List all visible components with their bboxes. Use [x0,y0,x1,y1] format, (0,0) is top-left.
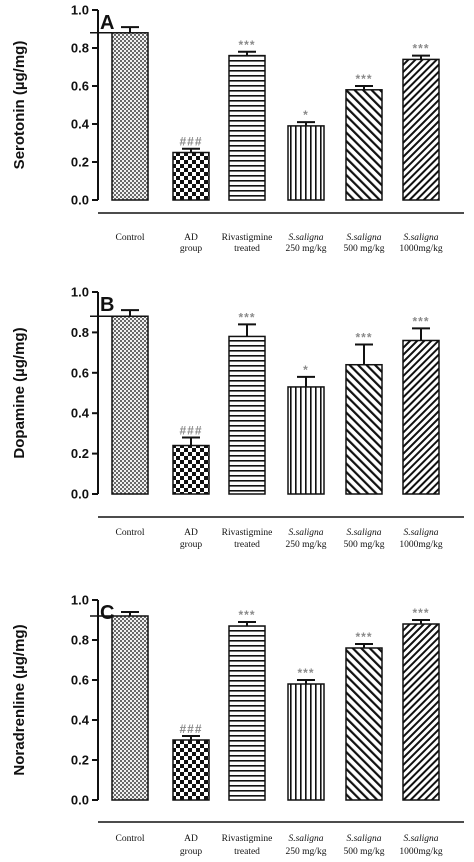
significance-label: *** [412,314,429,328]
y-tick-label: 0.2 [71,753,89,768]
panel-label: B [100,294,114,316]
significance-label: *** [238,38,255,52]
category-label: S.saligna [288,834,323,844]
category-label-line2: 1000mg/kg [399,540,443,550]
significance-label: *** [412,606,429,620]
bar [345,363,383,495]
bar [287,683,325,801]
category-label: Rivastigmine [222,834,273,844]
category-label-line2: group [180,847,202,857]
y-axis-label: Noradrenline (µg/mg) [11,624,28,775]
category-label-line2: 1000mg/kg [399,847,443,857]
significance-label: * [303,363,309,377]
significance-label: ### [179,423,202,437]
chart-panel-a: 0.0 0.2 0.4 0.6 0.8 1.0 Serotonin (µg/mg) A ### *… [11,3,464,254]
y-tick-label: 0.6 [71,673,89,688]
category-label-line2: 1000mg/kg [399,244,443,254]
category-label-line2: group [180,244,202,254]
bar [111,615,149,801]
significance-label: *** [238,310,255,324]
category-label: S.saligna [403,834,438,844]
significance-label: *** [412,42,429,56]
y-tick-label: 0.0 [71,793,89,808]
bar [228,54,266,201]
category-label: Control [115,834,144,844]
bar [287,125,325,201]
category-label-line2: 500 mg/kg [344,847,385,857]
significance-label: *** [297,666,314,680]
panel-label: C [100,602,114,624]
category-label-line2: treated [234,244,260,254]
category-label: Rivastigmine [222,528,273,538]
category-label: AD [184,834,198,844]
bar [402,58,440,201]
chart-panel-c: 0.0 0.2 0.4 0.6 0.8 1.0 Noradrenline (µg/mg) C #… [11,593,464,857]
bar [228,335,266,495]
category-label: S.saligna [346,233,381,243]
y-tick-label: 0.6 [71,365,89,380]
significance-label: ### [179,722,202,736]
category-label: S.saligna [346,528,381,538]
bar [287,386,325,495]
bar [402,339,440,495]
y-tick-label: 0.0 [71,193,89,208]
significance-label: *** [355,72,372,86]
y-tick-label: 0.8 [71,325,89,340]
category-label-line2: 500 mg/kg [344,540,385,550]
significance-label: *** [355,331,372,345]
y-tick-label: 0.0 [71,487,89,502]
y-tick-label: 0.8 [71,41,89,56]
bar [345,89,383,201]
category-label-line2: group [180,540,202,550]
y-tick-label: 0.2 [71,155,89,170]
bar [172,739,210,801]
panel-label: A [100,12,114,34]
category-label: Control [115,528,144,538]
bar [111,315,149,495]
category-label-line2: 250 mg/kg [286,244,327,254]
y-tick-label: 0.8 [71,633,89,648]
y-tick-label: 0.4 [71,713,90,728]
category-label: AD [184,528,198,538]
y-tick-label: 0.2 [71,446,89,461]
category-label: AD [184,233,198,243]
y-tick-label: 0.4 [71,406,90,421]
y-tick-label: 0.6 [71,79,89,94]
y-tick-label: 0.4 [71,117,90,132]
y-tick-label: 1.0 [71,285,89,300]
category-label: Control [115,233,144,243]
significance-label: * [303,108,309,122]
category-label: S.saligna [288,233,323,243]
category-label: S.saligna [346,834,381,844]
bar [172,151,210,201]
category-label: S.saligna [288,528,323,538]
y-axis-label: Dopamine (µg/mg) [11,327,28,458]
bar [228,625,266,801]
category-label-line2: 250 mg/kg [286,540,327,550]
y-tick-label: 1.0 [71,593,89,608]
category-label-line2: 500 mg/kg [344,244,385,254]
category-label-line2: treated [234,847,260,857]
bar [172,444,210,495]
category-label: S.saligna [403,528,438,538]
significance-label: *** [238,608,255,622]
category-label-line2: 250 mg/kg [286,847,327,857]
category-label-line2: treated [234,540,260,550]
bar [111,32,149,201]
category-label: Rivastigmine [222,233,273,243]
bar [402,623,440,801]
y-tick-label: 1.0 [71,3,89,18]
significance-label: *** [355,630,372,644]
significance-label: ### [179,135,202,149]
category-label: S.saligna [403,233,438,243]
y-axis-label: Serotonin (µg/mg) [11,41,28,170]
bar [345,647,383,801]
